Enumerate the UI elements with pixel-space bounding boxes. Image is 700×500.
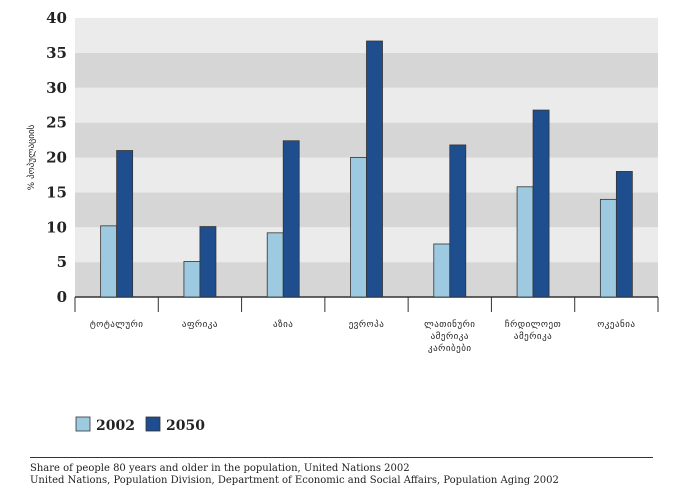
bar-2050 [282,140,300,298]
y-tick-label: 30 [46,79,67,97]
legend-swatch-2002 [75,416,91,432]
legend-swatch-2050 [145,416,161,432]
caption-line-1: Share of people 80 years and older in th… [30,463,410,474]
bar-2002 [100,225,118,298]
y-tick-label: 10 [46,218,67,236]
x-tick-label: ევროპა [349,319,385,330]
x-tick-label: ოკეანია [597,319,635,330]
x-tick-label: ამერიკა [514,331,552,342]
bar-2002 [183,261,201,298]
x-tick-label: აზია [273,319,293,330]
x-tick-label: აფრიკა [182,319,218,330]
bar-2002 [433,243,451,298]
caption-rule [30,457,653,458]
x-tick-label: ამერიკა [431,331,469,342]
bar-2050 [532,109,550,298]
caption-line-2: United Nations, Population Division, Dep… [30,475,559,486]
bar-2050 [366,40,383,298]
bar-2002 [516,186,534,298]
y-tick-label: 25 [46,114,67,132]
bar-2002 [350,157,367,298]
legend-label-2002: 2002 [96,418,135,434]
y-tick-label: 40 [46,9,67,27]
y-tick-label: 0 [57,288,67,306]
caption: Share of people 80 years and older in th… [30,463,670,487]
x-tick-label: ჩრდილოეთ [505,319,561,330]
bar-2050 [449,144,467,298]
x-tick-label: ლათინური [424,319,475,330]
bar-2002 [599,198,617,298]
bar-2002 [266,232,284,298]
y-tick-label: 5 [57,253,67,271]
legend-label-2050: 2050 [166,418,205,434]
y-tick-label: 35 [46,44,67,62]
bar-2050 [116,150,134,298]
x-tick-label: კარიბები [428,343,472,354]
y-tick-label: 20 [46,149,67,167]
y-tick-label: 15 [46,183,67,201]
y-axis-label: % პოპულაციის [26,124,37,190]
bar-2050 [615,171,633,298]
x-tick-label: ტოტალური [90,319,144,330]
bar-2050 [199,226,217,298]
